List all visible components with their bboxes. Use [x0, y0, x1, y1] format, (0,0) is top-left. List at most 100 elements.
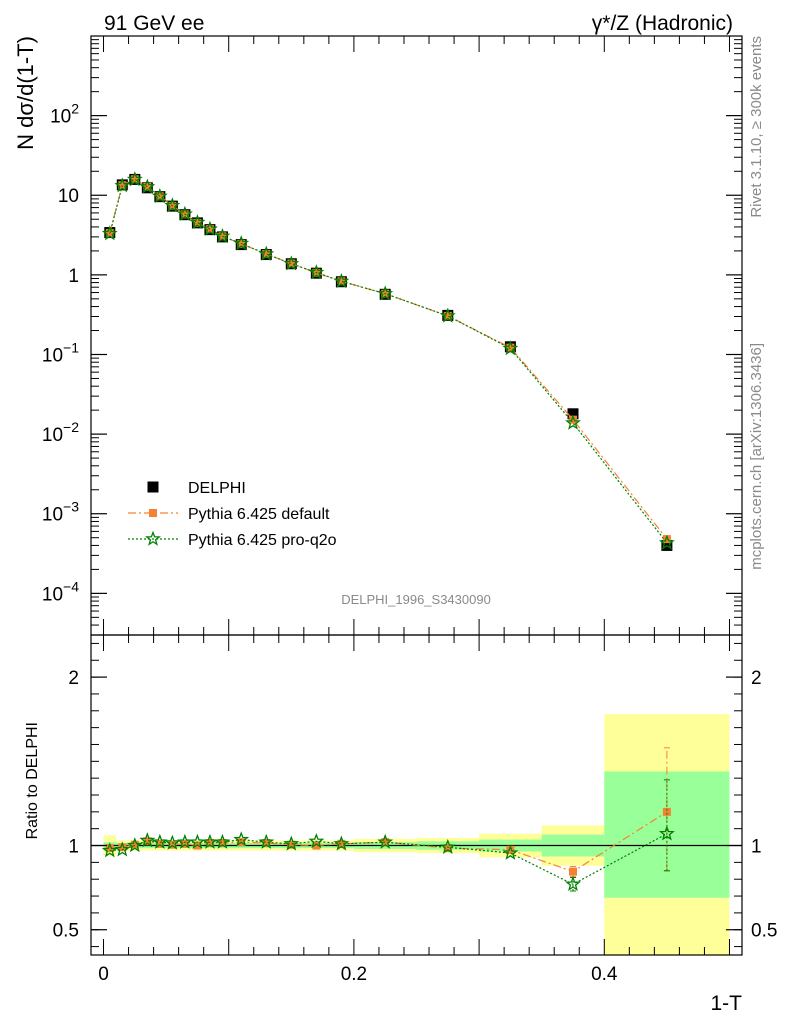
ratio-line-pythia-6-425-pro-q2o [109, 833, 668, 885]
data-point-pythia-6-425-pro-q2o [565, 414, 581, 430]
ratio-point-pythia-6-425-pro-q2o [502, 844, 519, 860]
ratio-y-tick-label-left: 1 [68, 837, 79, 858]
x-axis-label: 1-T [711, 992, 743, 1015]
y-tick-label: 10−2 [42, 419, 79, 446]
data-point-pythia-6-425-default [287, 259, 296, 268]
ratio-y-tick-label-left: 2 [68, 668, 79, 689]
data-point-pythia-6-425-pro-q2o [114, 177, 131, 193]
data-point-pythia-6-425-default [662, 535, 671, 544]
ratio-point-pythia-6-425-pro-q2o [176, 833, 193, 849]
ratio-point-pythia-6-425-pro-q2o [439, 838, 456, 854]
header-left-title: 91 GeV ee [104, 12, 204, 35]
data-point-pythia-6-425-pro-q2o [214, 227, 231, 244]
ratio-point-pythia-6-425-pro-q2o [565, 875, 581, 892]
legend-marker [147, 481, 159, 493]
data-point-pythia-6-425-pro-q2o [233, 235, 250, 251]
data-point-pythia-6-425-pro-q2o [164, 197, 181, 213]
data-point-pythia-6-425-pro-q2o [502, 340, 519, 356]
data-point-pythia-6-425-pro-q2o [151, 187, 168, 204]
data-point-pythia-6-425-pro-q2o [176, 205, 193, 221]
y-tick-label: 10−1 [42, 339, 79, 366]
y-tick-label: 1 [68, 266, 79, 287]
ratio-point-pythia-6-425-pro-q2o [283, 835, 300, 851]
ratio-line-pythia-6-425-default [109, 811, 668, 873]
legend: DELPHI Pythia 6.425 default Pythia 6.425 p… [128, 480, 337, 549]
data-point-pythia-6-425-pro-q2o [189, 214, 206, 230]
y-tick-label: 10 [58, 186, 79, 207]
data-point-pythia-6-425-pro-q2o [101, 225, 118, 241]
legend-label: DELPHI [188, 480, 246, 497]
mcplots-side-label: mcplots.cern.ch [arXiv:1306.3436] [748, 343, 765, 570]
data-point-pythia-6-425-default [262, 249, 271, 258]
ratio-point-pythia-6-425-pro-q2o [201, 833, 218, 849]
data-point-delphi [567, 408, 579, 420]
ratio-y-tick-label-right: 2 [751, 668, 762, 689]
y-tick-label: 10−4 [42, 578, 79, 605]
x-tick-label: 0.2 [341, 964, 367, 985]
data-point-pythia-6-425-pro-q2o [126, 171, 143, 187]
x-tick-label: 0.4 [591, 964, 618, 985]
ratio-point-pythia-6-425-default [143, 837, 152, 846]
data-point-pythia-6-425-pro-q2o [658, 534, 675, 550]
ratio-point-pythia-6-425-pro-q2o [333, 835, 350, 851]
ratio-panel: 0.5 0.5 1 1 2 2 0 0.2 0.4 [53, 634, 777, 985]
ratio-point-pythia-6-425-default [130, 840, 139, 849]
data-point-pythia-6-425-default [193, 218, 202, 227]
data-point-pythia-6-425-pro-q2o [258, 245, 275, 261]
legend-label: Pythia 6.425 default [188, 506, 330, 523]
data-point-pythia-6-425-pro-q2o [439, 307, 456, 323]
main-watermark: DELPHI_1996_S3430090 [341, 592, 491, 607]
ratio-point-pythia-6-425-default [312, 841, 321, 850]
data-point-pythia-6-425-pro-q2o [308, 264, 325, 280]
data-point-pythia-6-425-default [337, 277, 346, 286]
ratio-point-pythia-6-425-default [105, 844, 114, 853]
y-tick-label: 10−3 [42, 499, 79, 526]
ratio-point-pythia-6-425-pro-q2o [126, 837, 143, 853]
ratio-point-pythia-6-425-pro-q2o [114, 841, 131, 857]
ratio-point-pythia-6-425-default [443, 844, 452, 853]
data-point-pythia-6-425-default [143, 182, 152, 191]
ratio-point-pythia-6-425-default [180, 839, 189, 848]
ratio-y-tick-label-right: 0.5 [751, 921, 777, 942]
ratio-point-pythia-6-425-pro-q2o [258, 833, 275, 849]
ratio-y-tick-label-right: 1 [751, 837, 762, 858]
ratio-point-pythia-6-425-pro-q2o [151, 833, 168, 849]
header-right-title: γ*/Z (Hadronic) [592, 12, 733, 35]
rivet-side-label: Rivet 3.1.10, ≥ 300k events [748, 36, 765, 218]
ratio-point-pythia-6-425-pro-q2o [189, 833, 206, 849]
legend-marker [145, 530, 161, 546]
data-point-pythia-6-425-pro-q2o [283, 255, 300, 271]
ratio-point-pythia-6-425-pro-q2o [214, 833, 231, 849]
main-y-axis-label: N dσ/d(1-T) [13, 36, 38, 150]
y-tick-label: 102 [50, 101, 79, 128]
ratio-point-pythia-6-425-default [662, 807, 671, 816]
series-line-pythia-6-425-pro-q2o [109, 178, 668, 544]
ratio-point-pythia-6-425-pro-q2o [658, 825, 675, 841]
data-point-pythia-6-425-default [506, 343, 515, 352]
data-point-pythia-6-425-default [568, 415, 577, 424]
ratio-point-pythia-6-425-pro-q2o [164, 834, 181, 850]
data-point-pythia-6-425-default [443, 311, 452, 320]
ratio-point-pythia-6-425-pro-q2o [233, 831, 250, 847]
data-point-pythia-6-425-pro-q2o [333, 272, 350, 289]
ratio-point-pythia-6-425-default [168, 840, 177, 849]
ratio-point-pythia-6-425-default [568, 867, 577, 876]
data-point-pythia-6-425-default [130, 175, 139, 184]
ratio-y-tick-label-left: 0.5 [53, 921, 79, 942]
data-point-pythia-6-425-pro-q2o [377, 285, 394, 301]
ratio-point-pythia-6-425-default [337, 839, 346, 848]
ratio-point-pythia-6-425-default [205, 839, 214, 847]
data-point-pythia-6-425-pro-q2o [139, 178, 156, 194]
ratio-point-pythia-6-425-default [155, 839, 164, 848]
legend-marker [149, 509, 157, 517]
main-panel: 10−4 10−3 10−2 10−1 1 10 102 DELPHI_1996_S3430… [42, 35, 743, 636]
ratio-point-pythia-6-425-pro-q2o [101, 842, 118, 858]
ratio-point-pythia-6-425-default [262, 839, 271, 847]
legend-label: Pythia 6.425 pro-q2o [188, 532, 337, 549]
ratio-point-pythia-6-425-pro-q2o [377, 833, 394, 849]
ratio-point-pythia-6-425-pro-q2o [139, 832, 156, 848]
ratio-point-pythia-6-425-default [118, 843, 127, 852]
ratio-point-pythia-6-425-default [287, 840, 296, 849]
x-tick-label: 0 [98, 964, 109, 985]
